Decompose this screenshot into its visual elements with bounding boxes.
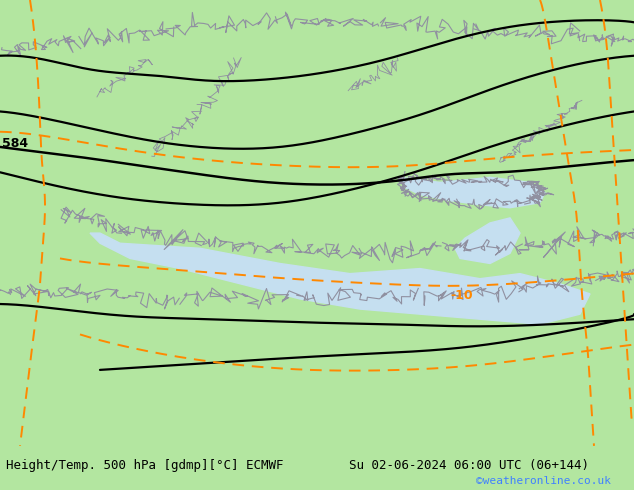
Text: -10: -10 (450, 290, 472, 302)
Text: ©weatheronline.co.uk: ©weatheronline.co.uk (476, 476, 611, 486)
Polygon shape (455, 218, 520, 264)
Text: Height/Temp. 500 hPa [gdmp][°C] ECMWF: Height/Temp. 500 hPa [gdmp][°C] ECMWF (6, 459, 284, 472)
Polygon shape (400, 177, 545, 208)
Polygon shape (90, 233, 590, 324)
Text: 584: 584 (2, 137, 28, 150)
Text: Su 02-06-2024 06:00 UTC (06+144): Su 02-06-2024 06:00 UTC (06+144) (349, 459, 589, 472)
